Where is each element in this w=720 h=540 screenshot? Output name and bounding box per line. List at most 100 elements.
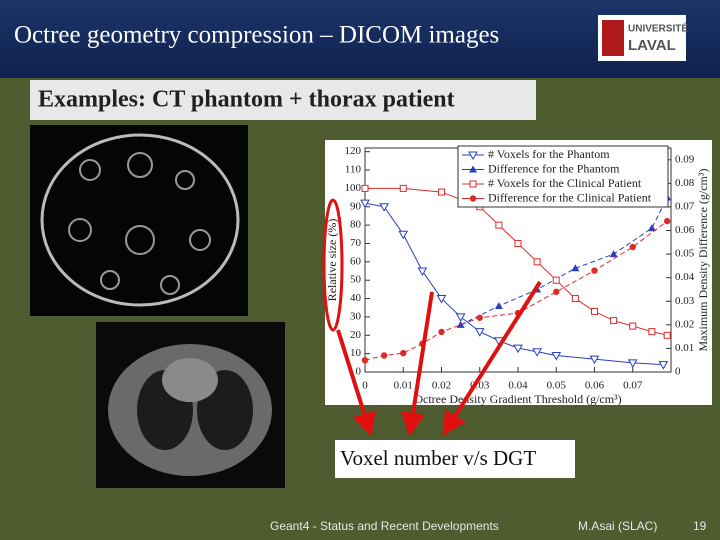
point (553, 288, 560, 296)
point (469, 195, 477, 202)
y2-tick-label: 0.03 (675, 295, 695, 307)
x-tick-label: 0 (362, 380, 368, 392)
y-tick-label: 80 (350, 219, 362, 231)
point (533, 258, 541, 266)
point (514, 239, 522, 247)
point (551, 351, 562, 361)
y2-axis-label: Maximum Density Difference (g/cm³) (696, 169, 710, 352)
point (591, 267, 598, 274)
y-tick-label: 20 (350, 329, 362, 341)
y2-tick-label: 0 (675, 366, 681, 378)
y2-tick-label: 0.05 (675, 248, 695, 260)
x-tick-label: 0.01 (394, 380, 413, 392)
legend-label: Difference for the Clinical Patient (488, 190, 652, 204)
x-tick-label: 0.05 (547, 380, 567, 392)
chart: 0 10 20 30 40 50 60 70 80 90 100 110 120 0 0.01 0.02 0.0… (325, 145, 710, 406)
y-tick-label: 120 (345, 145, 362, 157)
subtitle: Examples: CT phantom + thorax patient (38, 87, 455, 113)
point (589, 355, 600, 365)
point (361, 357, 369, 364)
y2-tick-label: 0.04 (675, 271, 695, 283)
legend-label: # Voxels for the Clinical Patient (488, 176, 642, 190)
logo-text: LAVAL (628, 37, 676, 54)
point (591, 307, 598, 315)
point (663, 217, 671, 225)
point (495, 221, 503, 229)
point (663, 331, 671, 339)
point (361, 184, 369, 192)
y-tick-label: 60 (350, 255, 362, 267)
point (532, 348, 542, 357)
logo-crest (602, 20, 624, 56)
y-tick-label: 50 (350, 274, 362, 286)
point (436, 295, 447, 304)
point (627, 359, 638, 368)
footer-author: M.Asai (SLAC) (578, 519, 657, 533)
point (571, 295, 579, 303)
point (455, 313, 466, 322)
y-tick-label: 110 (345, 164, 362, 176)
y-tick-label: 90 (350, 200, 362, 212)
point (468, 151, 478, 161)
y-tick-label: 70 (350, 237, 362, 249)
y2-tick-label: 0.08 (675, 177, 695, 189)
point (398, 230, 409, 240)
page-number: 19 (693, 519, 707, 533)
point (400, 349, 407, 357)
y-tick-label: 0 (356, 366, 362, 378)
thorax-heart (162, 358, 218, 402)
y2-tick-label: 0.01 (675, 342, 694, 354)
phantom-inserts (68, 152, 211, 295)
point (469, 165, 477, 173)
point (610, 317, 618, 325)
point (494, 301, 503, 309)
point (399, 184, 407, 192)
x-tick-label: 0.06 (585, 380, 605, 392)
y-axis-label: Relative size (%) (325, 219, 339, 302)
x-tick-label: 0.07 (623, 380, 643, 392)
x-axis-label: Octree Density Gradient Threshold (g/cm³… (414, 392, 621, 406)
x-tick-label: 0.02 (432, 380, 451, 392)
logo-text: UNIVERSITÉ (628, 22, 688, 35)
point (438, 188, 445, 196)
legend-box (457, 145, 669, 208)
point (647, 224, 656, 232)
y2-tick-label: 0.07 (675, 200, 695, 212)
point (360, 199, 370, 209)
point (469, 180, 477, 188)
callout: Voxel number v/s DGT (340, 446, 536, 470)
y-tick-label: 40 (350, 292, 362, 304)
point (476, 314, 483, 321)
point (380, 352, 388, 359)
callout-box (335, 440, 575, 478)
y-tick-label: 10 (350, 347, 362, 359)
y2-tick-label: 0.09 (675, 153, 695, 165)
arrows (336, 280, 542, 437)
y-tick-label: 30 (350, 310, 362, 322)
title: Octree geometry compression – DICOM imag… (14, 22, 499, 49)
point (379, 203, 389, 212)
y-tick-label: 100 (345, 182, 362, 194)
y2-tick-label: 0.02 (675, 318, 694, 330)
footer-talk: Geant4 - Status and Recent Developments (270, 519, 499, 533)
point (474, 328, 485, 337)
point (552, 276, 560, 284)
legend-label: # Voxels for the Phantom (488, 147, 610, 161)
point (658, 361, 669, 370)
series-line (364, 202, 664, 366)
point (629, 243, 636, 251)
point (571, 264, 580, 272)
point (513, 344, 523, 354)
x-tick-label: 0.04 (508, 380, 528, 392)
point (438, 328, 445, 336)
highlight (322, 198, 344, 332)
legend-label: Difference for the Phantom (488, 161, 620, 175)
subtitle-box (30, 80, 536, 120)
y2-tick-label: 0.06 (675, 224, 695, 236)
point (648, 328, 656, 336)
phantom-image (30, 125, 248, 316)
point (417, 267, 428, 277)
point (609, 250, 618, 258)
